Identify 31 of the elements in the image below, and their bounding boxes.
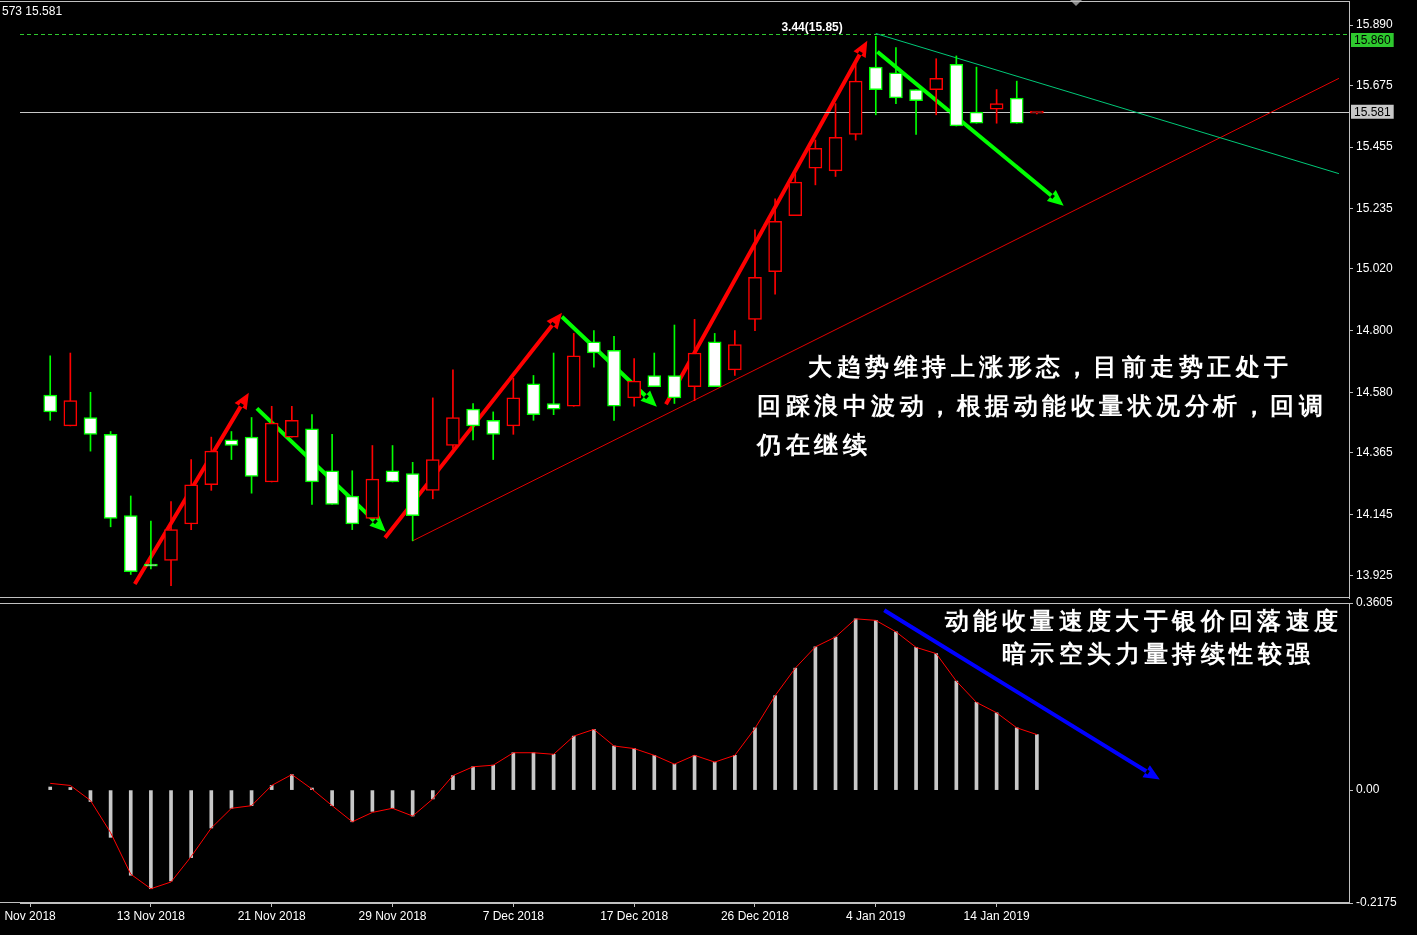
annotation: 仍在继续 [757, 430, 871, 460]
annotation: 573 15.581 [2, 3, 63, 19]
x-tick-label: 4 Jan 2019 [846, 908, 906, 923]
x-tick-label: 17 Dec 2018 [600, 908, 669, 923]
y-tick-label: 0.00 [1356, 782, 1380, 797]
x-tick-label: 26 Dec 2018 [720, 908, 790, 923]
ref-line-label: 15.581 [1354, 104, 1392, 119]
annotation: 暗示空头力量持续性较强 [1002, 639, 1315, 669]
y-tick-label: 15.235 [1356, 201, 1394, 215]
x-tick-label: 7 Dec 2018 [482, 908, 545, 923]
y-tick-label: 15.455 [1356, 139, 1394, 154]
annotation: 回踩浪中波动，根据动能收量状况分析，回调 [757, 391, 1327, 421]
y-tick-label: 0.3605 [1356, 595, 1394, 610]
x-tick-label: 13 Nov 2018 [116, 908, 186, 923]
y-tick-label: 15.890 [1356, 17, 1394, 32]
x-tick-label: 29 Nov 2018 [358, 908, 427, 923]
ref-line-label: 15.860 [1354, 32, 1392, 47]
annotation: 动能收量速度大于银价回落速度 [945, 606, 1343, 636]
annotation: 3.44(15.85) [781, 19, 843, 34]
y-tick-label: 15.020 [1356, 261, 1394, 276]
y-tick-label: 14.580 [1356, 384, 1394, 399]
x-tick-label: 21 Nov 2018 [237, 908, 307, 923]
annotation: 大趋势维持上涨形态，目前走势正处于 [808, 352, 1293, 382]
x-tick-label: 14 Jan 2019 [963, 908, 1030, 923]
y-tick-label: 14.800 [1356, 322, 1394, 337]
y-tick-label: -0.2175 [1356, 895, 1398, 910]
y-tick-label: 14.365 [1356, 444, 1394, 459]
y-tick-label: 13.925 [1356, 568, 1394, 583]
x-tick-label: Nov 2018 [4, 908, 57, 923]
y-tick-label: 14.145 [1356, 506, 1394, 521]
y-tick-label: 15.675 [1356, 77, 1394, 92]
